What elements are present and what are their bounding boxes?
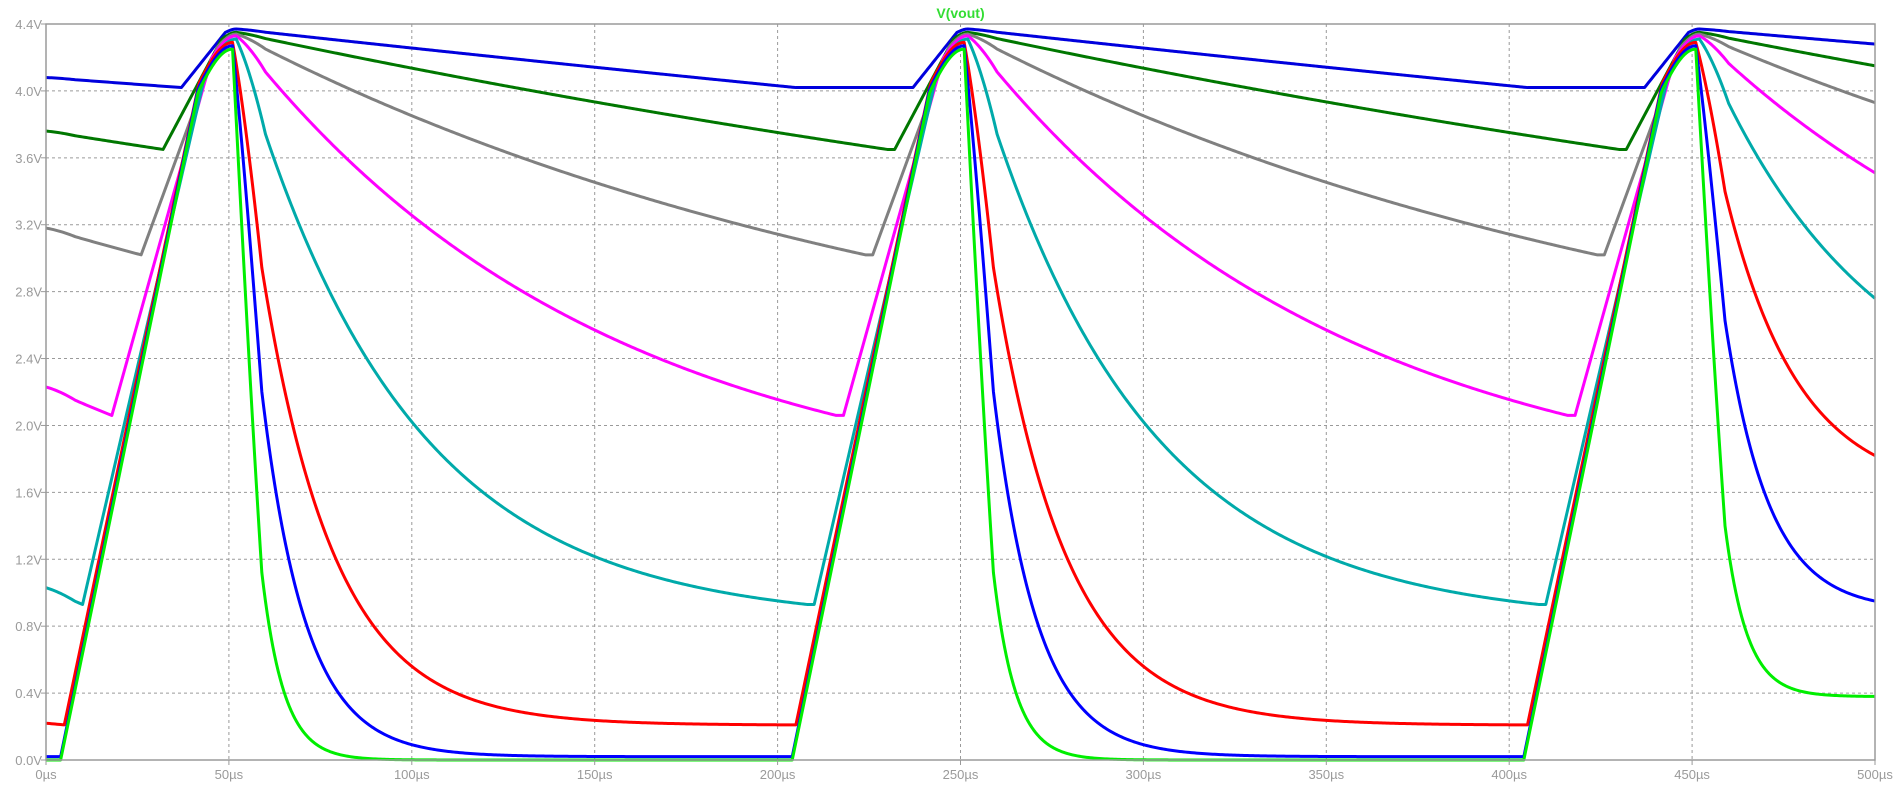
chart-title: V(vout)	[936, 5, 984, 21]
x-tick-label: 150µs	[577, 767, 613, 782]
series-line-8	[46, 47, 1876, 762]
y-tick-label: 2.4V	[15, 352, 42, 367]
y-tick-label: 4.4V	[15, 17, 42, 32]
x-tick-label: 0µs	[35, 767, 57, 782]
x-tick-label: 50µs	[215, 767, 244, 782]
x-tick-label: 400µs	[1491, 767, 1527, 782]
grid-lines	[46, 24, 1875, 760]
y-tick-label: 2.8V	[15, 285, 42, 300]
x-tick-label: 500µs	[1857, 767, 1893, 782]
x-tick-label: 300µs	[1126, 767, 1162, 782]
series-line-1	[45, 27, 1876, 90]
x-axis-ticks: 0µs 50µs 100µs 150µs 200µs 250µs 300µs 350µs 400…	[35, 760, 1893, 782]
x-tick-label: 200µs	[760, 767, 796, 782]
y-tick-label: 0.8V	[15, 619, 42, 634]
y-tick-label: 4.0V	[15, 84, 42, 99]
x-tick-label: 100µs	[394, 767, 430, 782]
y-axis-ticks: 0.0V 0.4V 0.8V 1.2V 1.6V 2.0V 2.4V 2.8V 3.2V 3.6V…	[15, 17, 46, 768]
x-tick-label: 350µs	[1308, 767, 1344, 782]
y-tick-label: 0.4V	[15, 686, 42, 701]
y-tick-label: 1.2V	[15, 552, 42, 567]
y-tick-label: 1.6V	[15, 485, 42, 500]
x-tick-label: 250µs	[943, 767, 979, 782]
x-tick-label: 450µs	[1674, 767, 1710, 782]
y-tick-label: 3.6V	[15, 151, 42, 166]
series-line-4	[45, 34, 1876, 417]
y-tick-label: 2.0V	[15, 418, 42, 433]
series-line-2	[45, 30, 1876, 151]
series-group	[45, 27, 1876, 762]
series-line-5	[45, 37, 1876, 606]
y-tick-label: 3.2V	[15, 218, 42, 233]
series-line-6	[45, 40, 1876, 727]
y-tick-label: 0.0V	[15, 753, 42, 768]
